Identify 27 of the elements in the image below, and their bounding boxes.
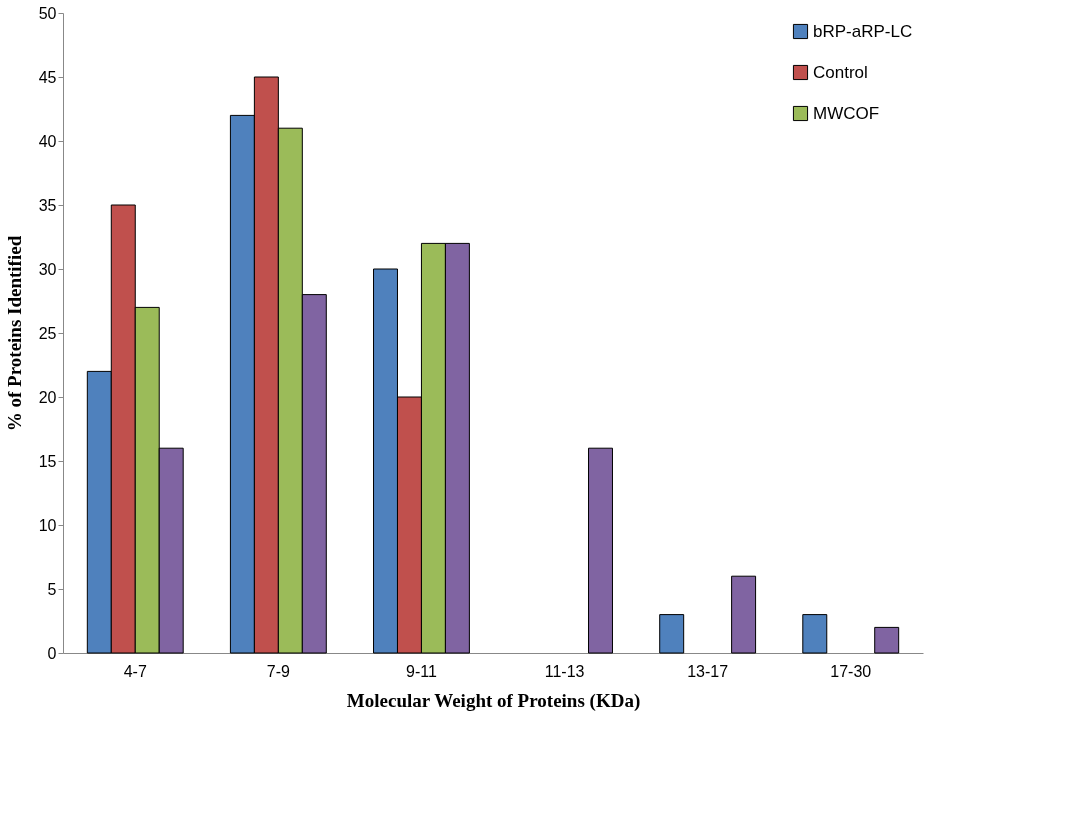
y-tick-label: 25 <box>38 324 57 342</box>
x-tick-label: 11-13 <box>544 662 585 680</box>
x-axis-title: Molecular Weight of Proteins (KDa) <box>346 689 641 712</box>
bar <box>588 447 613 654</box>
bar <box>659 614 685 654</box>
x-tick-label: 4-7 <box>123 662 147 680</box>
bar <box>874 626 900 654</box>
bar <box>802 614 828 654</box>
x-tick-label: 9-11 <box>406 662 437 680</box>
y-tick-label: 5 <box>47 580 57 598</box>
y-tick-label: 15 <box>38 452 57 470</box>
y-tick-label: 10 <box>38 516 57 534</box>
y-axis-title: % of Proteins Identified <box>3 235 25 432</box>
y-tick-label: 50 <box>38 4 57 22</box>
x-tick-label: 17-30 <box>830 662 872 680</box>
bar <box>731 575 757 654</box>
y-tick-label: 0 <box>47 644 57 662</box>
y-tick-label: 40 <box>38 132 57 150</box>
x-tick-label: 13-17 <box>687 662 729 680</box>
y-tick-label: 20 <box>38 388 57 406</box>
y-tick-label: 35 <box>38 196 57 214</box>
x-tick-label: 7-9 <box>266 662 291 680</box>
legend-label: Control <box>813 62 868 82</box>
legend-label: bRP-aRP-LC <box>813 21 913 41</box>
y-tick-label: 45 <box>38 68 57 86</box>
legend-label: MWCOF <box>813 103 880 123</box>
y-tick-label: 30 <box>38 260 57 278</box>
